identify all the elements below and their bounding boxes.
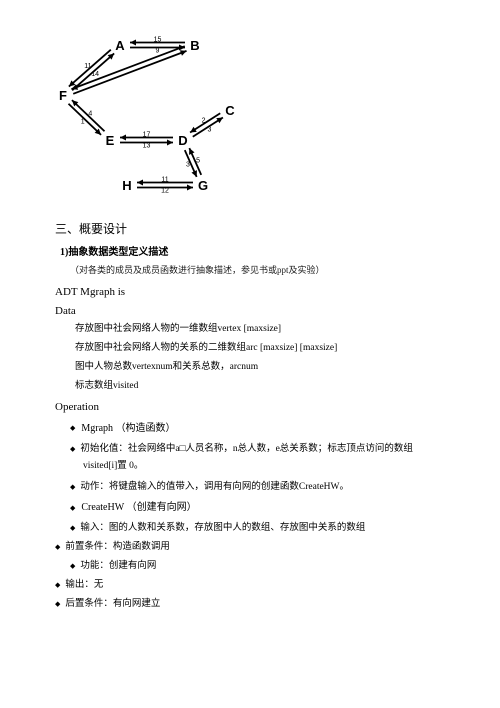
svg-text:E: E [106,133,115,148]
data-line: 图中人物总数vertexnum和关系总数，arcnum [75,361,455,374]
op-detail: 初始化值：社会网络中a□人员名称，n总人数，e总关系数；标志顶点访问的数组 [70,440,455,454]
op-detail: 输入：图的人数和关系数，存放图中人的数组、存放图中关系的数组 [70,519,455,533]
svg-text:3: 3 [186,162,190,169]
data-label: Data [55,305,455,317]
svg-text:5: 5 [196,157,200,164]
svg-text:1: 1 [81,118,85,125]
graph-diagram: 915111414131732351112ABFCEDHG [55,30,245,200]
section-title: 三、概要设计 [55,220,455,237]
svg-text:9: 9 [156,48,160,55]
svg-text:C: C [225,103,235,118]
svg-text:G: G [198,178,208,193]
op-detail: 动作：将键盘输入的值带入，调用有向网的创建函数CreateHW。 [70,478,455,492]
item-1-note: （对各类的成员及成员函数进行抽象描述，参见书或ppt及实验） [70,264,455,278]
svg-text:3: 3 [208,127,212,134]
svg-text:B: B [190,38,199,53]
op-name: CreateHW （创建有向网） [70,498,455,513]
operation-label: Operation [55,401,455,413]
svg-text:13: 13 [143,143,151,150]
svg-text:11: 11 [161,177,168,184]
op-name: Mgraph （构造函数） [70,419,455,434]
svg-text:15: 15 [154,37,162,44]
adt-header: ADT Mgraph is [55,286,455,298]
data-line: 存放图中社会网络人物的一维数组vertex [maxsize] [75,323,455,336]
op-detail: 输出：无 [55,576,455,590]
svg-text:2: 2 [202,117,206,124]
item-1: 1)抽象数据类型定义描述 [60,245,455,260]
svg-text:A: A [115,38,125,53]
op-detail: 前置条件：构造函数调用 [55,538,455,552]
svg-text:11: 11 [84,63,91,70]
svg-text:17: 17 [143,132,151,139]
op-detail: 功能：创建有向网 [70,557,455,571]
svg-text:12: 12 [161,188,169,195]
svg-text:14: 14 [91,71,99,78]
svg-text:D: D [178,133,187,148]
data-line: 存放图中社会网络人物的关系的二维数组arc [maxsize] [maxsize… [75,342,455,355]
svg-text:F: F [59,88,67,103]
svg-text:H: H [122,178,131,193]
op-detail: 后置条件：有向网建立 [55,595,455,609]
op-detail: visited[i]置 0。 [83,459,455,473]
svg-text:4: 4 [88,111,92,118]
data-line: 标志数组visited [75,380,455,393]
